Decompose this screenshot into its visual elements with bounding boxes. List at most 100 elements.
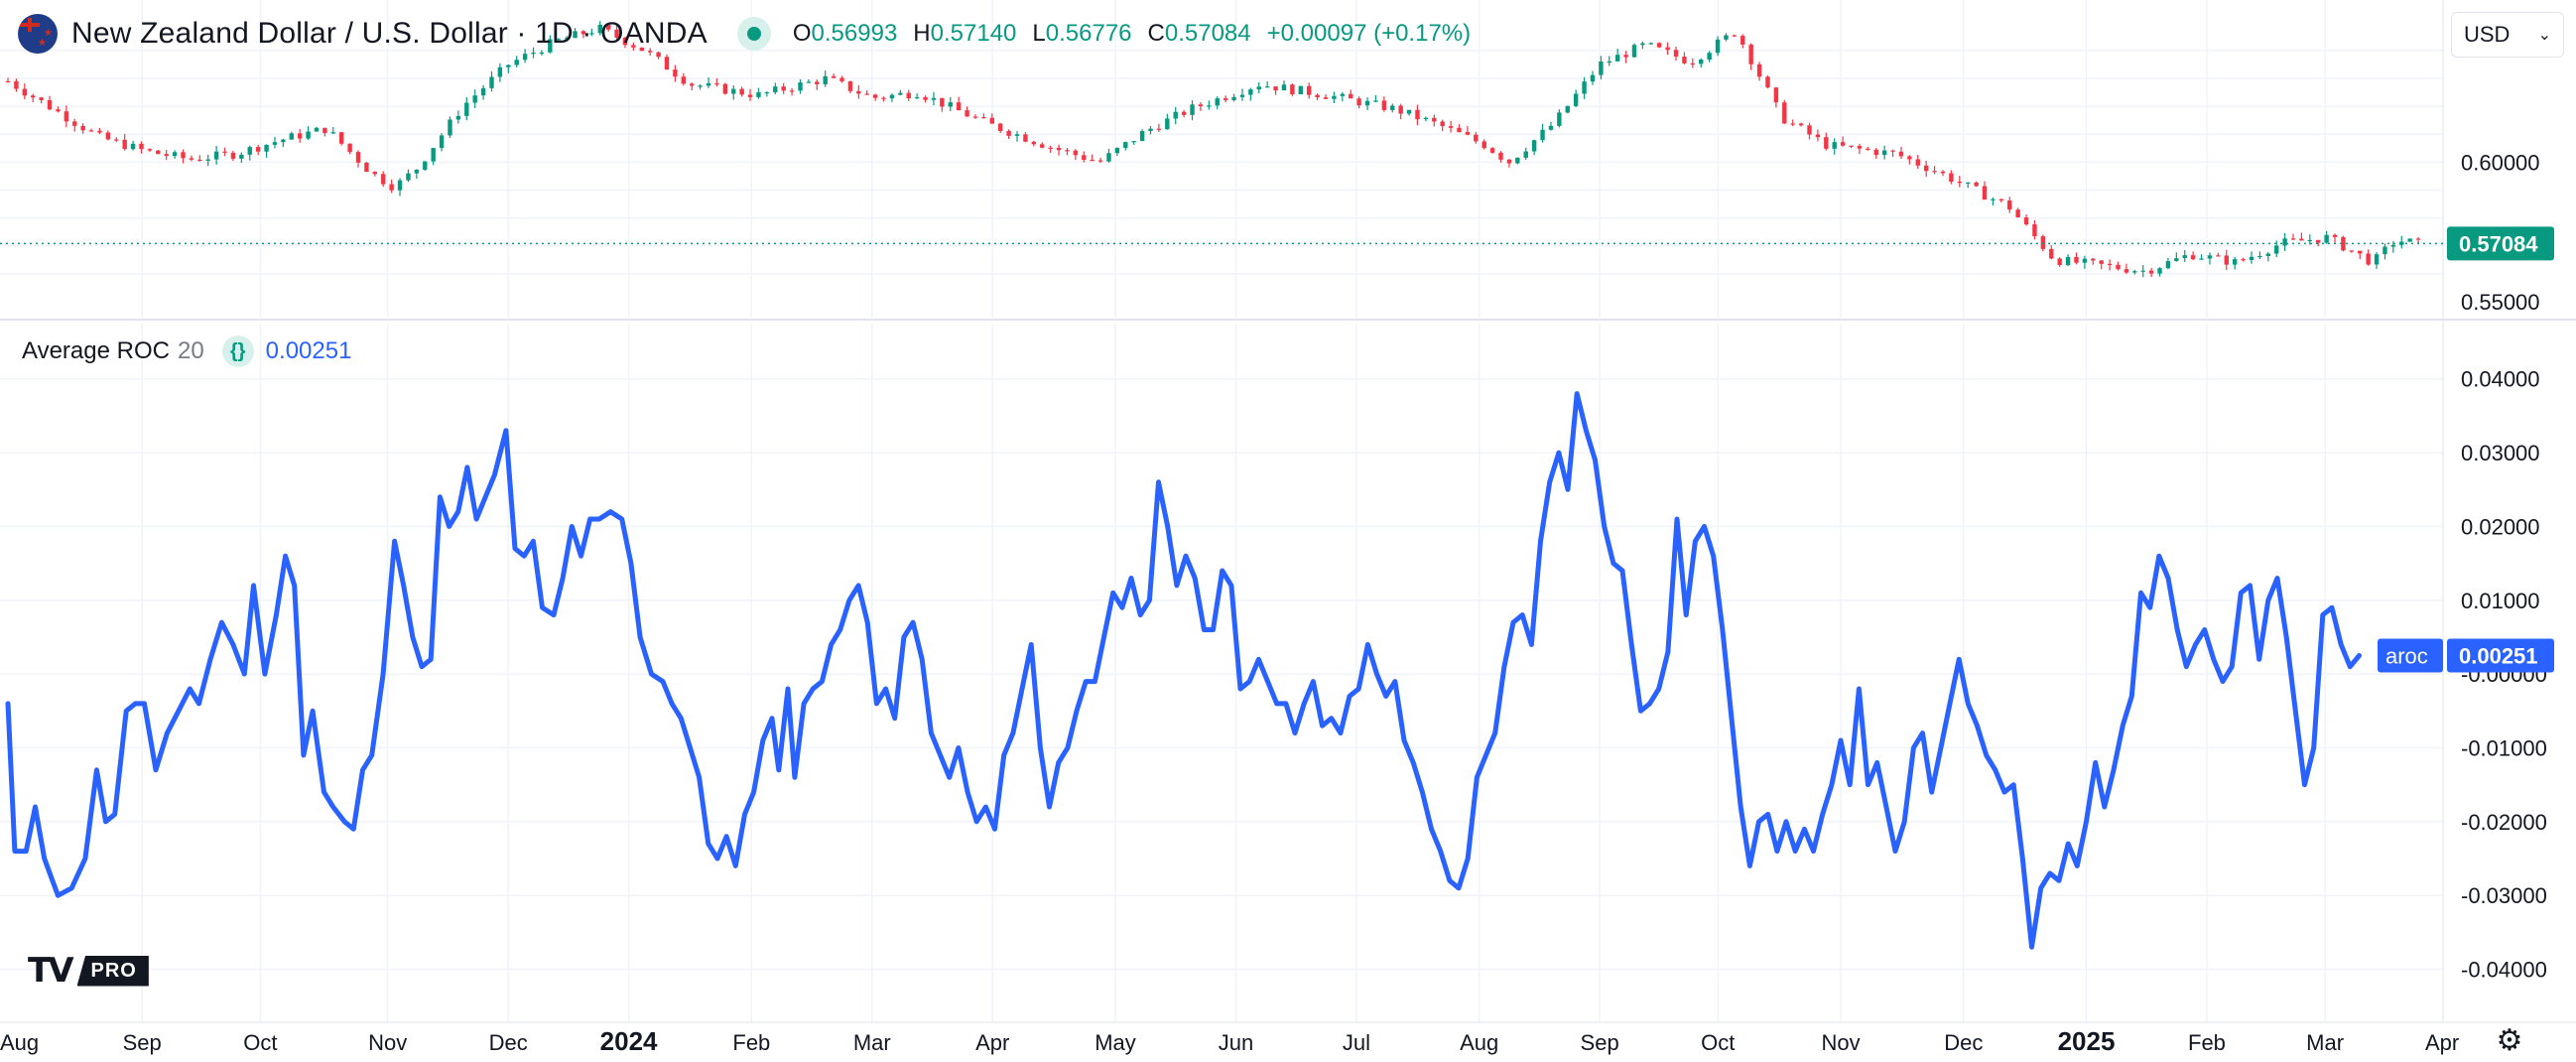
candle-body: [831, 75, 837, 78]
candle-body: [589, 33, 594, 35]
candle-body: [556, 39, 561, 41]
candle-body: [213, 151, 219, 160]
roc-series-line[interactable]: [5, 391, 2362, 950]
candle-body: [956, 102, 962, 111]
candle-body: [1740, 36, 1745, 45]
candle-body: [1940, 171, 1946, 174]
candle-body: [1873, 149, 1878, 156]
candle-body: [1682, 57, 1687, 64]
candle-body: [923, 97, 928, 100]
indicator-name[interactable]: Average ROC: [22, 337, 170, 364]
time-axis-edge-label-left: Aug: [0, 1030, 39, 1055]
gear-icon[interactable]: ⚙: [2496, 1024, 2523, 1057]
candle-body: [1732, 35, 1738, 37]
candle-body: [1631, 45, 1637, 58]
candle-body: [497, 66, 503, 77]
candle-body: [573, 31, 578, 39]
last-price-tag[interactable]: [2447, 226, 2554, 261]
candle-body: [1040, 144, 1045, 148]
candle-body: [2265, 253, 2270, 256]
candle-body: [1531, 140, 1537, 152]
candle-body: [998, 123, 1003, 131]
ohlc-low-key: L: [1032, 20, 1046, 47]
candle-body: [281, 139, 286, 143]
source-code-icon[interactable]: {}: [221, 335, 254, 367]
candle-body: [1724, 35, 1729, 40]
candle-body: [2290, 238, 2296, 240]
time-axis-tick-label: Feb: [732, 1030, 770, 1055]
indicator-length: 20: [177, 337, 204, 364]
candle-body: [1315, 94, 1320, 98]
candle-body: [147, 149, 153, 151]
candle-body: [1390, 105, 1395, 110]
candle-body: [1857, 145, 1863, 149]
candle-body: [2065, 256, 2071, 266]
candle-body: [2157, 268, 2162, 274]
candle-body: [1481, 141, 1486, 149]
candle-body: [105, 132, 111, 140]
candle-body: [406, 173, 411, 181]
candle-body: [2399, 241, 2404, 245]
candle-body: [1165, 118, 1170, 130]
candle-body: [222, 151, 227, 153]
aroc-name-tag[interactable]: [2378, 638, 2443, 673]
candle-body: [1548, 125, 1554, 130]
time-axis-tick-label: Apr: [975, 1030, 1009, 1055]
candle-body: [1756, 64, 1762, 77]
logo-mark-icon: TV: [28, 951, 73, 991]
candle-body: [798, 82, 803, 91]
logo-pro-badge: PRO: [76, 955, 149, 987]
nzd-usd-flag-icon[interactable]: ★ ★: [18, 14, 58, 54]
candle-body: [2316, 239, 2321, 243]
candle-body: [1207, 105, 1212, 107]
candle-body: [1599, 61, 1604, 75]
candle-body: [2082, 258, 2088, 263]
last-price-label: 0.57084: [2459, 231, 2538, 256]
indicator-legend[interactable]: Average ROC 20 {} 0.00251: [22, 335, 351, 367]
candle-body: [2165, 261, 2171, 269]
tradingview-logo[interactable]: TV PRO: [28, 951, 149, 991]
candle-body: [2007, 200, 2012, 210]
candle-body: [1474, 134, 1479, 142]
candle-body: [1690, 63, 1696, 66]
candle-body: [2224, 255, 2229, 265]
candle-body: [1607, 61, 1611, 64]
candle-body: [2099, 260, 2104, 264]
candle-body: [14, 80, 19, 89]
time-axis-tick-label: Jul: [1343, 1030, 1370, 1055]
candle-body: [306, 131, 311, 139]
roc-pane-grid: [0, 324, 2443, 1022]
candle-body: [1782, 102, 1787, 124]
candle-body: [1923, 165, 1929, 172]
candle-body: [164, 154, 169, 157]
aroc-value-tag[interactable]: [2447, 638, 2554, 673]
candle-body: [2124, 269, 2129, 273]
candle-body: [1415, 109, 1420, 120]
candle-body: [1123, 142, 1128, 149]
candle-body: [2273, 245, 2279, 254]
ohlc-low-value: 0.56776: [1045, 20, 1132, 47]
candle-body: [1432, 117, 1437, 122]
candle-body: [130, 143, 136, 150]
candle-body: [1256, 86, 1261, 90]
candle-body: [1457, 127, 1462, 133]
candle-body: [1949, 173, 1954, 183]
candle-body: [1657, 43, 1662, 48]
currency-label: USD: [2464, 22, 2511, 47]
currency-select[interactable]: USD ⌄: [2451, 12, 2564, 58]
candle-body: [2358, 250, 2363, 254]
candle-body: [230, 152, 236, 159]
market-status-icon[interactable]: [736, 17, 771, 51]
candle-body: [423, 161, 428, 170]
candle-body: [297, 133, 303, 139]
candle-body: [531, 53, 536, 55]
candle-body: [1966, 182, 1971, 184]
candle-body: [1898, 151, 1904, 157]
candle-body: [1648, 43, 1654, 45]
symbol-title[interactable]: New Zealand Dollar / U.S. Dollar · 1D · …: [71, 17, 708, 50]
candle-body: [1056, 147, 1062, 151]
candle-body: [455, 115, 461, 120]
candle-body: [2241, 259, 2246, 261]
